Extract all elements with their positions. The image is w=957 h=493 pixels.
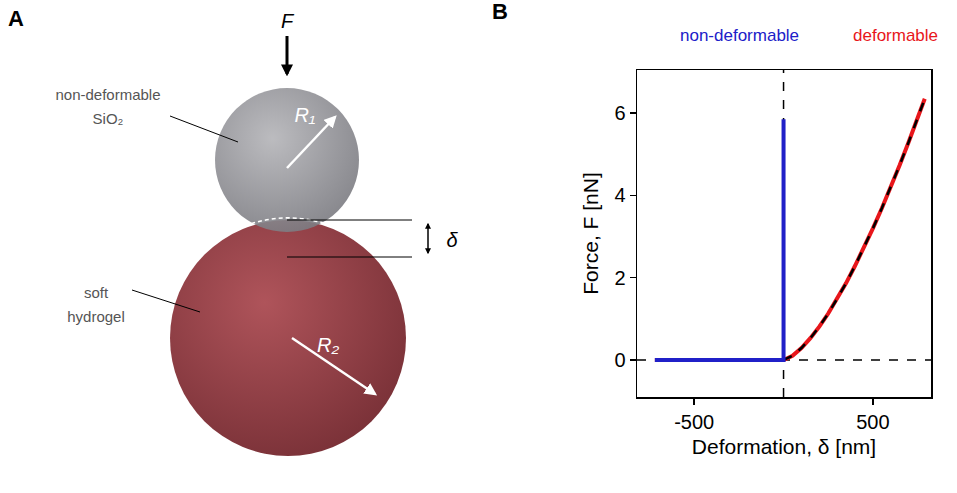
svg-text:hydrogel: hydrogel <box>67 308 125 325</box>
svg-text:R₁: R₁ <box>295 104 316 126</box>
svg-text:4: 4 <box>614 184 625 206</box>
svg-text:soft: soft <box>84 284 109 301</box>
svg-text:500: 500 <box>856 411 889 433</box>
svg-text:SiO₂: SiO₂ <box>93 110 124 127</box>
svg-text:Deformation, δ [nm]: Deformation, δ [nm] <box>692 435 876 458</box>
svg-text:non-deformable: non-deformable <box>55 86 160 103</box>
svg-text:A: A <box>8 6 24 31</box>
svg-text:F: F <box>281 10 295 32</box>
svg-text:non-deformable: non-deformable <box>680 26 799 45</box>
svg-text:B: B <box>492 0 508 24</box>
svg-text:δ: δ <box>446 229 458 251</box>
svg-text:6: 6 <box>614 102 625 124</box>
svg-text:-500: -500 <box>674 411 714 433</box>
svg-text:0: 0 <box>614 349 625 371</box>
svg-text:R₂: R₂ <box>317 334 339 356</box>
svg-text:Force, F [nN]: Force, F [nN] <box>579 172 602 295</box>
svg-text:2: 2 <box>614 267 625 289</box>
svg-text:deformable: deformable <box>853 26 938 45</box>
